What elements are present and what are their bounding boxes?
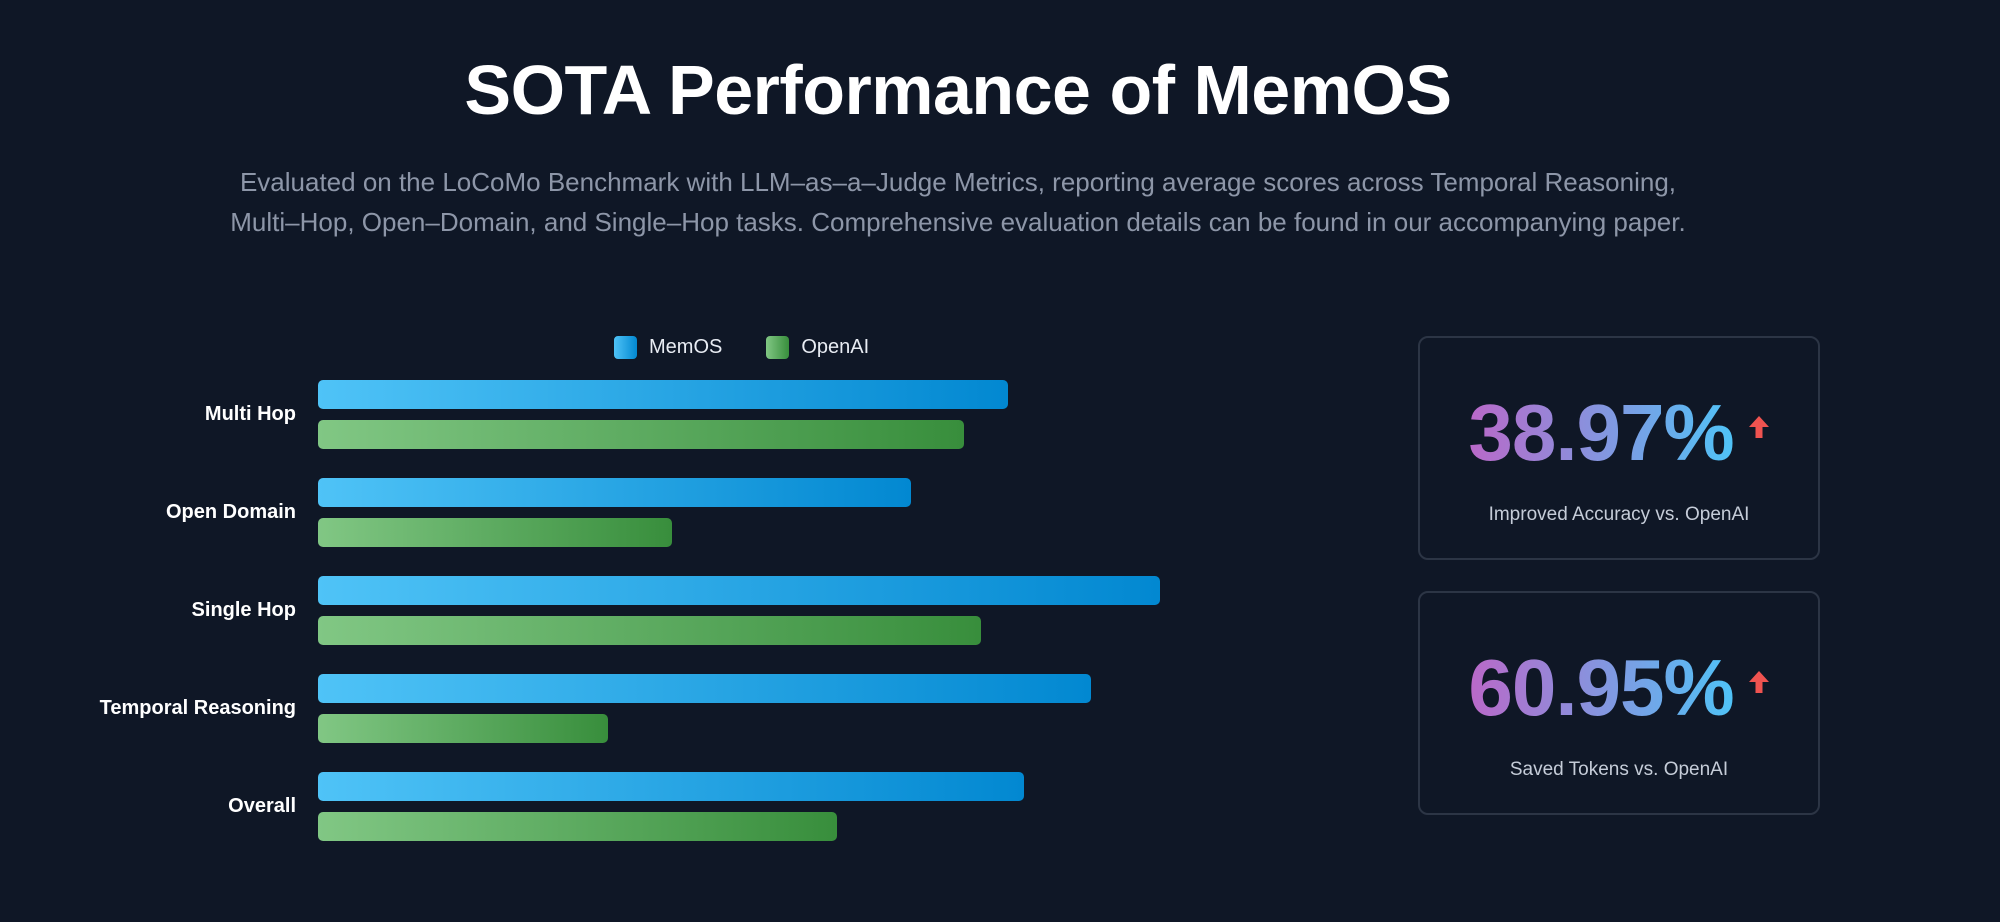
bar-openai-multi-hop bbox=[318, 420, 964, 449]
bar-memos-open-domain bbox=[318, 478, 911, 507]
stat-label-tokens: Saved Tokens vs. OpenAI bbox=[1509, 759, 1729, 780]
bar-openai-overall bbox=[318, 812, 837, 841]
bar-memos-temporal-reasoning bbox=[318, 674, 1091, 703]
legend-item-memos: MemOS bbox=[614, 336, 722, 359]
bar-memos-overall bbox=[318, 772, 1024, 801]
category-label-open-domain: Open Domain bbox=[165, 500, 296, 523]
category-label-overall: Overall bbox=[228, 794, 296, 817]
bar-openai-single-hop bbox=[318, 616, 981, 645]
category-label-temporal-reasoning: Temporal Reasoning bbox=[99, 696, 296, 719]
legend-swatch-openai bbox=[766, 336, 790, 359]
bar-memos-single-hop bbox=[318, 576, 1160, 605]
stat-value-accuracy: 38.97% bbox=[1468, 388, 1734, 477]
bar-openai-temporal-reasoning bbox=[318, 714, 608, 743]
bar-memos-multi-hop bbox=[318, 380, 1008, 409]
bar-openai-open-domain bbox=[318, 518, 672, 547]
stat-card-accuracy: 38.97% Improved Accuracy vs. OpenAI bbox=[1418, 336, 1820, 560]
stat-card-tokens: 60.95% Saved Tokens vs. OpenAI bbox=[1418, 591, 1820, 815]
stat-value-tokens: 60.95% bbox=[1468, 643, 1734, 732]
legend-item-openai: OpenAI bbox=[766, 336, 869, 359]
arrow-up-icon bbox=[1748, 671, 1769, 693]
arrow-up-icon bbox=[1748, 416, 1769, 438]
bar-chart: Multi Hop Open Domain Single Hop Temporal R… bbox=[99, 380, 1160, 841]
page-title: SOTA Performance of MemOS bbox=[464, 51, 1452, 129]
legend-label-memos: MemOS bbox=[649, 336, 723, 358]
page-subtitle: Evaluated on the LoCoMo Benchmark with L… bbox=[120, 162, 1796, 242]
subtitle-line-1: Evaluated on the LoCoMo Benchmark with L… bbox=[239, 167, 1677, 197]
legend-swatch-memos bbox=[614, 336, 637, 359]
subtitle-line-2: Multi–Hop, Open–Domain, and Single–Hop t… bbox=[230, 207, 1686, 237]
chart-legend: MemOS OpenAI bbox=[614, 336, 913, 359]
category-label-multi-hop: Multi Hop bbox=[204, 402, 296, 425]
legend-label-openai: OpenAI bbox=[801, 336, 870, 358]
category-label-single-hop: Single Hop bbox=[191, 598, 296, 621]
stat-label-accuracy: Improved Accuracy vs. OpenAI bbox=[1488, 504, 1750, 525]
